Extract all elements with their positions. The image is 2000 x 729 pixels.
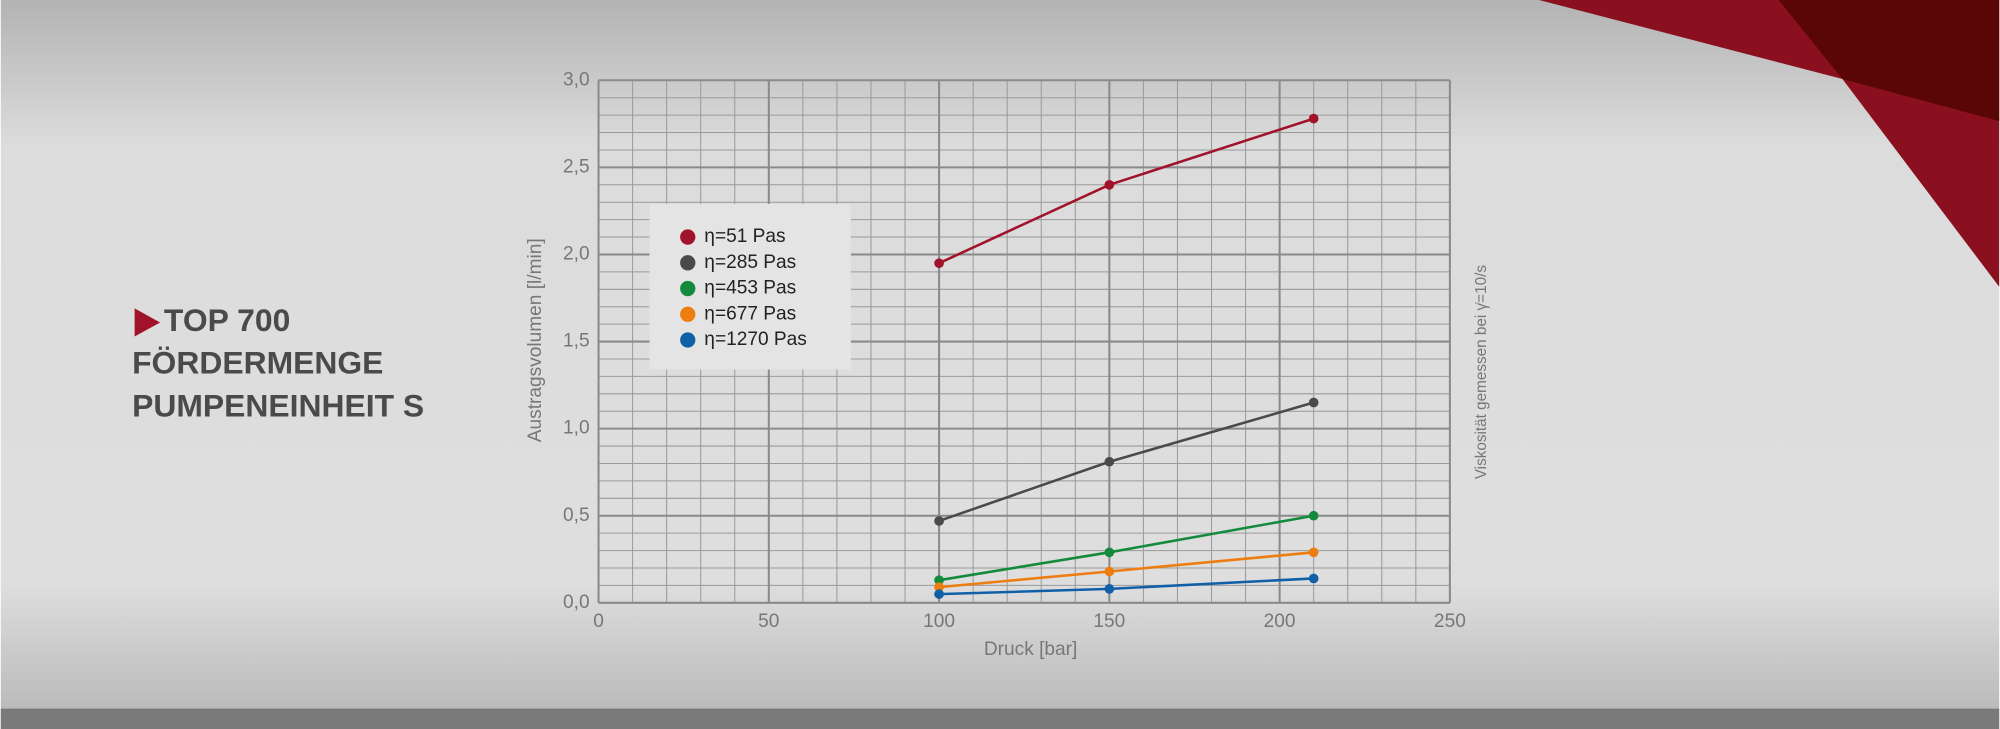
legend-label: η=677 Pas	[704, 303, 796, 324]
y-tick-label: 0,5	[563, 505, 590, 526]
x-tick-label: 150	[1093, 611, 1125, 632]
legend-label: η=285 Pas	[704, 252, 796, 273]
annotation: Viskosität gemessen bei γ̇=10/s	[1473, 265, 1490, 480]
y-tick-label: 2,5	[563, 156, 590, 177]
decor-shape	[1778, 0, 2000, 122]
data-point	[1104, 566, 1115, 577]
x-tick-label: 100	[923, 611, 955, 632]
x-tick-label: 200	[1264, 611, 1296, 632]
legend-marker	[680, 280, 696, 297]
legend-label: η=453 Pas	[704, 278, 796, 299]
data-point	[1104, 179, 1115, 190]
x-tick-label: 50	[758, 611, 779, 632]
y-tick-label: 3,0	[563, 69, 590, 90]
data-point	[1308, 547, 1319, 558]
data-point	[934, 516, 944, 526]
legend-marker	[680, 306, 696, 322]
data-point	[1308, 113, 1319, 124]
y-tick-label: 0,0	[563, 592, 590, 613]
plot: TOP 700 FÖRDERMENGE PUMPENEINHEIT S 0 50 100 1…	[132, 69, 1490, 660]
y-axis-label: Austragsvolumen [l/min]	[525, 238, 546, 442]
data-point	[1104, 584, 1115, 594]
data-point	[1104, 456, 1115, 467]
data-point	[934, 582, 944, 592]
title-line: PUMPENEINHEIT S	[132, 387, 424, 423]
title-line: FÖRDERMENGE	[132, 345, 383, 381]
data-point	[934, 589, 944, 599]
data-point	[1308, 573, 1319, 584]
data-point	[1308, 397, 1319, 408]
x-tick-label: 250	[1434, 611, 1466, 632]
legend-marker	[680, 332, 696, 348]
footer-bar	[0, 708, 2000, 729]
data-point	[934, 258, 944, 269]
x-axis-label: Druck [bar]	[984, 639, 1077, 660]
title-marker	[134, 308, 161, 337]
data-point	[1308, 510, 1319, 521]
data-point	[934, 575, 944, 586]
y-tick-label: 1,0	[563, 418, 590, 439]
x-tick-label: 0	[593, 611, 604, 632]
legend-marker	[680, 229, 696, 245]
legend-label: η=1270 Pas	[704, 329, 807, 350]
y-tick-label: 2,0	[563, 244, 590, 265]
y-tick-label: 1,5	[563, 331, 590, 352]
legend-label: η=51 Pas	[704, 226, 785, 247]
data-point	[1104, 547, 1115, 558]
legend-marker	[680, 255, 696, 271]
title-line: TOP 700	[164, 302, 290, 338]
